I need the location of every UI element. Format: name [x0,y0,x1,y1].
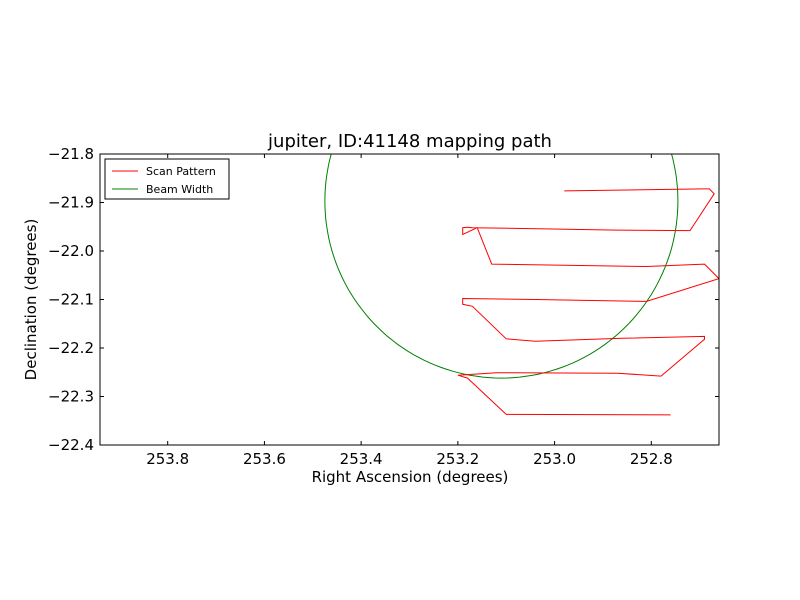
y-axis: −21.8 −21.9 −22.0 −22.1 −22.2 −22.3 −22.4 [48,145,719,454]
x-tick-label-2: 253.4 [340,450,383,468]
x-tick-label-5: 252.8 [630,450,673,468]
y-tick-label-1: −21.9 [48,194,94,212]
legend-label-beam-width: Beam Width [146,183,213,196]
series-beam-width-circle [324,154,679,379]
x-tick-label-0: 253.8 [146,450,189,468]
x-tick-label-3: 253.2 [436,450,479,468]
x-axis: 253.8 253.6 253.4 253.2 253.0 252.8 [146,154,673,468]
y-axis-title: Declination (degrees) [22,219,40,381]
legend: Scan Pattern Beam Width [104,158,230,200]
y-tick-label-0: −21.8 [48,145,94,163]
y-tick-label-2: −22.0 [48,242,94,260]
legend-box [104,158,230,200]
series-scan-pattern-line [457,188,719,416]
y-tick-label-3: −22.1 [48,291,94,309]
chart-title: jupiter, ID:41148 mapping path [267,131,552,152]
x-tick-label-1: 253.6 [243,450,286,468]
plot-area [100,154,719,445]
x-axis-title: Right Ascension (degrees) [312,468,509,486]
legend-label-scan-pattern: Scan Pattern [146,165,216,178]
y-tick-label-5: −22.3 [48,388,94,406]
x-tick-label-4: 253.0 [533,450,576,468]
y-tick-label-6: −22.4 [48,436,94,454]
data-layer [324,154,719,416]
y-tick-label-4: −22.2 [48,339,94,357]
